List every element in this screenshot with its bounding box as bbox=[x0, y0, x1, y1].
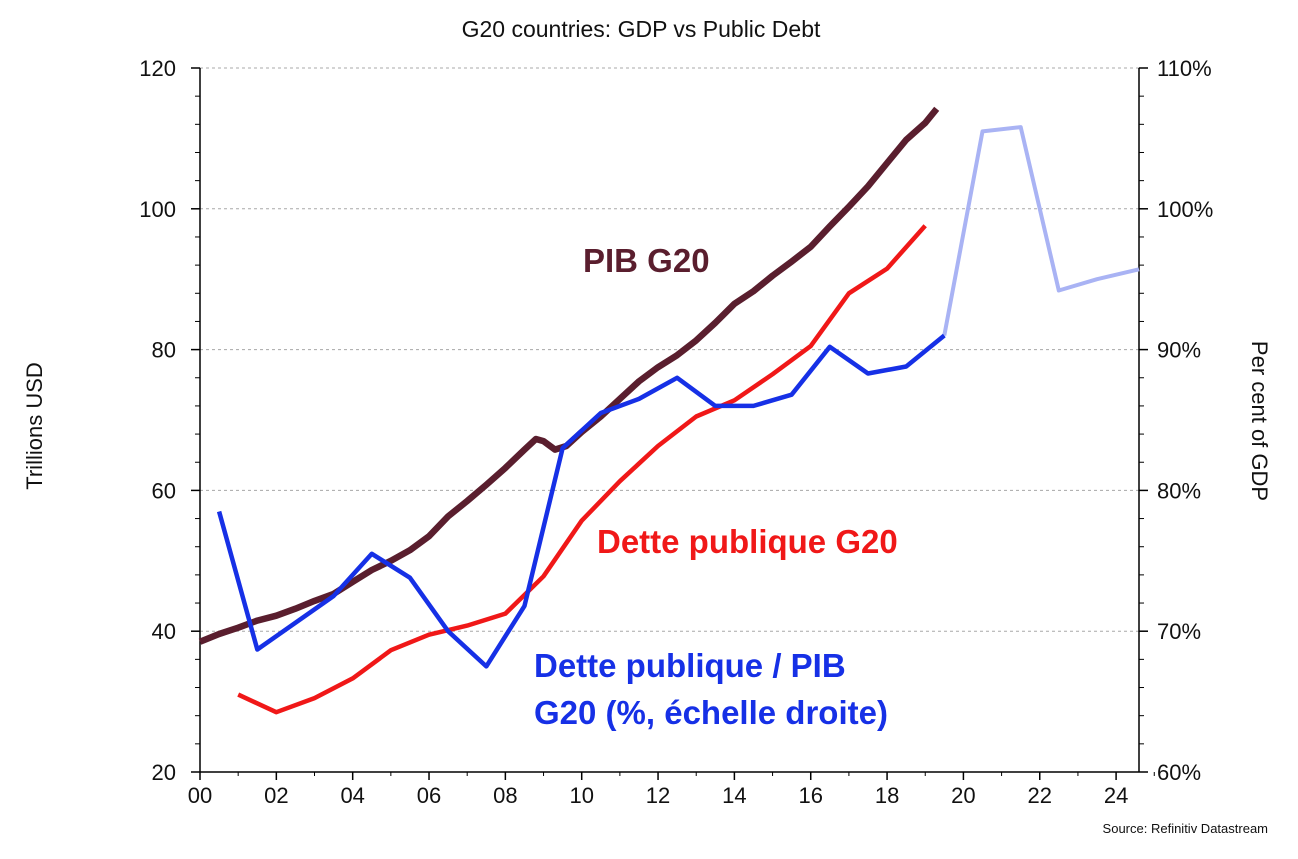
axes bbox=[199, 68, 1140, 773]
y-right-tick-label: 80% bbox=[1157, 478, 1201, 503]
annotation-gdp: PIB G20 bbox=[583, 242, 710, 279]
y-right-tick-label: 60% bbox=[1157, 760, 1201, 785]
x-tick-label: 16 bbox=[798, 783, 822, 808]
y-right-tick-label: 100% bbox=[1157, 197, 1213, 222]
x-tick-label: 06 bbox=[417, 783, 441, 808]
annotation-ratio-line1: Dette publique / PIB bbox=[534, 647, 846, 684]
y-right-axis-title: Per cent of GDP bbox=[1247, 341, 1272, 501]
x-tick-label: 24 bbox=[1104, 783, 1128, 808]
y-left-tick-label: 20 bbox=[152, 760, 176, 785]
x-tick-label: 22 bbox=[1028, 783, 1052, 808]
x-tick-label: 20 bbox=[951, 783, 975, 808]
annotation-ratio-line2: G20 (%, échelle droite) bbox=[534, 694, 888, 731]
series-line-gdp bbox=[198, 106, 940, 645]
chart-title: G20 countries: GDP vs Public Debt bbox=[462, 16, 821, 42]
y-right-tick-label: 90% bbox=[1157, 338, 1201, 363]
series-lines bbox=[198, 106, 1140, 715]
x-tick-label: 14 bbox=[722, 783, 746, 808]
y-right-tick-label: 110% bbox=[1157, 56, 1212, 81]
y-left-tick-label: 100 bbox=[139, 197, 176, 222]
x-tick-label: 02 bbox=[264, 783, 288, 808]
series-line-ratio-forecast bbox=[942, 125, 1140, 336]
x-tick-label: 08 bbox=[493, 783, 517, 808]
y-left-tick-label: 60 bbox=[152, 478, 176, 503]
x-tick-label: 00 bbox=[188, 783, 212, 808]
ticks: 20 40 60 80 100 120 60% 70% 80% 90% 100% 110% 00 02 04… bbox=[139, 56, 1213, 808]
x-tick-label: 12 bbox=[646, 783, 670, 808]
series-line-debt bbox=[237, 224, 927, 715]
y-left-axis-title: Trillions USD bbox=[22, 362, 47, 490]
x-tick-label: 04 bbox=[340, 783, 364, 808]
source-note: Source: Refinitiv Datastream bbox=[1103, 821, 1268, 836]
gridlines bbox=[200, 67, 1139, 632]
series-line-ratio bbox=[216, 333, 946, 669]
x-tick-label: 18 bbox=[875, 783, 899, 808]
y-left-tick-label: 120 bbox=[139, 56, 176, 81]
y-right-tick-label: 70% bbox=[1157, 619, 1201, 644]
annotation-debt: Dette publique G20 bbox=[597, 523, 898, 560]
y-left-tick-label: 80 bbox=[152, 338, 176, 363]
x-tick-label: 10 bbox=[569, 783, 593, 808]
y-left-tick-label: 40 bbox=[152, 619, 176, 644]
